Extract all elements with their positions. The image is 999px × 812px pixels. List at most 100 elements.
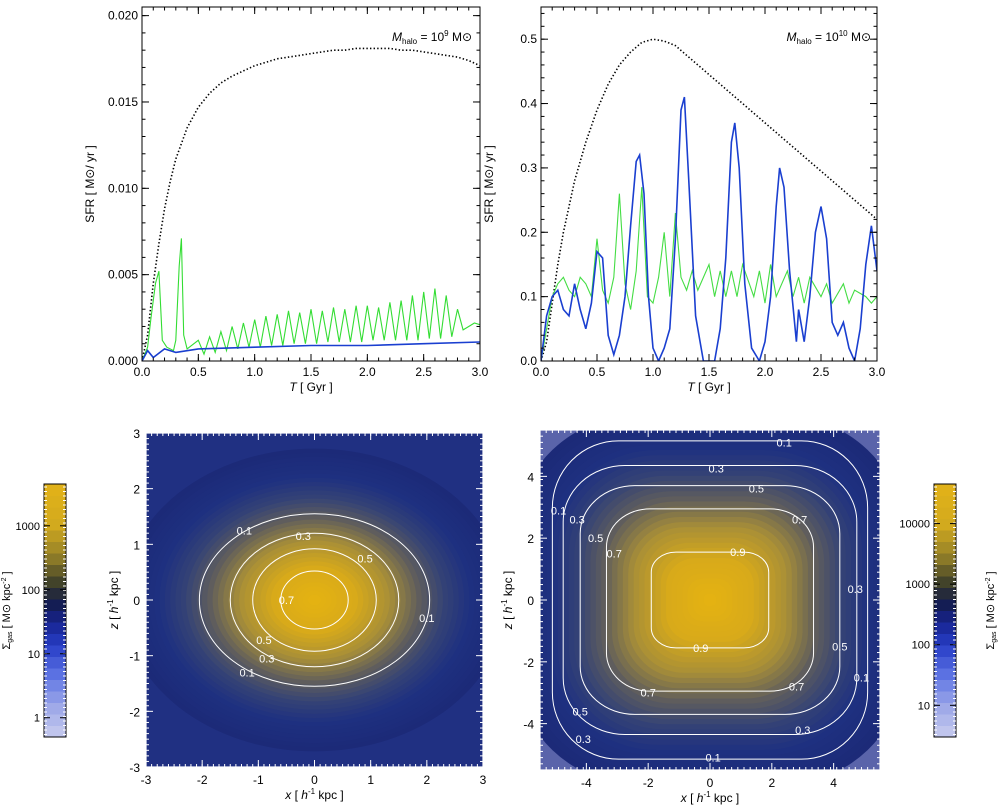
x-tick-label: 1.5 (303, 365, 320, 379)
y-tick-label: -1 (129, 650, 140, 664)
contour-label: 0.5 (832, 641, 847, 653)
colorbar-band (44, 564, 66, 577)
y-tick-label: 0.010 (108, 181, 138, 195)
contour-line-0.5 (252, 548, 377, 652)
colorbar-band (44, 633, 66, 646)
y-tick-label: 0.5 (520, 32, 537, 46)
x-tick-label: 3 (480, 773, 487, 787)
density-field: 0.1 0.1 0.1 0.3 0.3 0.5 0.5 0.7 (146, 433, 483, 767)
colorbar-band (934, 553, 956, 565)
colorbar-band (44, 645, 66, 657)
colorbar-band (934, 702, 956, 715)
mass-annotation: Mhalo = 1010 M⊙ (787, 29, 871, 46)
series-line-1 (142, 238, 480, 361)
sfr-panel-high-mass: 0.0 0.5 1.0 1.5 2.0 2.5 3.0 0.0 0.1 0.2 0.3 0.4 0.5 T… (482, 6, 886, 394)
series-line-2 (142, 341, 480, 361)
contour-label: 0.3 (795, 725, 810, 737)
x-tick-label: 1.0 (246, 365, 263, 379)
colorbar-band (44, 702, 66, 715)
contour-label: 0.3 (848, 584, 863, 596)
colorbar-band (44, 714, 66, 726)
x-tick-label: 0 (707, 776, 714, 790)
colorbar-label: Σgas [ M⊙ kpc-2 ] (1, 571, 14, 649)
x-tick-label: -4 (581, 776, 592, 790)
colorbar-band (934, 668, 956, 680)
y-tick-label: 0.020 (108, 9, 138, 23)
colorbar-band (934, 645, 956, 657)
x-tick-label: 0.0 (134, 365, 151, 379)
x-tick-label: 4 (830, 776, 837, 790)
colorbar-band (934, 530, 956, 542)
colorbar-band (934, 495, 956, 508)
gas-map-panel-high-mass: 0.10.10.10.10.30.30.30.30.30.50.50.50.50… (500, 429, 881, 805)
colorbar-band (44, 495, 66, 508)
x-axis-label: x [ h-1 kpc ] (680, 790, 740, 805)
y-tick-label: 0.2 (520, 225, 537, 239)
x-tick-label: 1.0 (645, 365, 662, 379)
x-tick-label: 2.0 (757, 365, 774, 379)
colorbar-band (934, 484, 956, 496)
x-tick-label: 0.0 (533, 365, 550, 379)
x-tick-label: 2.0 (359, 365, 376, 379)
gas-map-panel-low-mass: 0.1 0.1 0.1 0.3 0.3 0.5 0.5 0.7 -3 -2 -1 0 1 2 3 -3 -2 -1… (106, 427, 487, 802)
contour-label: 0.9 (693, 643, 708, 655)
colorbar-band (934, 725, 956, 738)
colorbar-band (934, 541, 956, 554)
contour-line-0.1 (551, 440, 869, 760)
x-tick-label: 1.5 (701, 365, 718, 379)
y-tick-label: 0 (133, 594, 140, 608)
colorbar-tick-label: 10 (918, 700, 930, 712)
colorbar-band (934, 633, 956, 646)
colorbar-tick-label: 1000 (16, 521, 40, 533)
contour-label: 0.7 (279, 595, 294, 607)
contour-line-0.3 (229, 532, 400, 668)
y-tick-label: 0 (527, 594, 534, 608)
colorbar-band (44, 484, 66, 496)
colorbar-band (44, 530, 66, 542)
y-tick-label: 1 (133, 538, 140, 552)
y-tick-label: 0.4 (520, 97, 537, 111)
y-axis-label: z [ h-1 kpc ] (500, 571, 515, 631)
mass-annotation: Mhalo = 109 M⊙ (392, 29, 472, 46)
x-axis-label: T [ Gyr ] (687, 380, 730, 394)
y-tick-label: 3 (133, 427, 140, 441)
contour-line-0.3 (562, 465, 858, 735)
series-group (142, 47, 480, 361)
contour-label: 0.3 (709, 464, 724, 476)
colorbar-band (44, 691, 66, 703)
contour-label: 0.1 (419, 613, 434, 625)
contour-line-0.7 (605, 508, 815, 692)
contour-label: 0.5 (573, 706, 588, 718)
x-tick-label: 0 (311, 773, 318, 787)
density-level (703, 594, 717, 606)
colorbar-band (934, 610, 956, 623)
series-line-0 (142, 47, 480, 361)
contour-label: 0.1 (237, 525, 252, 537)
y-tick-label: 0.015 (108, 95, 138, 109)
contour-line-0.7 (280, 570, 349, 630)
colorbar-frame (43, 483, 67, 738)
colorbar-band (44, 587, 66, 600)
colorbar-tick-label: 100 (912, 640, 930, 652)
colorbar-band (934, 576, 956, 588)
colorbar-band (44, 610, 66, 623)
contour-label: 0.7 (641, 688, 656, 700)
contour-label: 0.1 (239, 667, 254, 679)
x-tick-label: 2 (768, 776, 775, 790)
contour-label: 0.1 (854, 672, 869, 684)
colorbar-band (934, 507, 956, 519)
colorbar-band (934, 599, 956, 611)
contour-label: 0.1 (551, 505, 566, 517)
y-tick-label: 2 (527, 532, 534, 546)
contour-line-0.9 (650, 551, 770, 649)
colorbar-band (934, 679, 956, 692)
density-field: 0.10.10.10.10.30.30.30.30.30.50.50.50.50… (540, 430, 880, 770)
y-tick-label: -4 (523, 718, 534, 732)
colorbar-band (44, 507, 66, 519)
colorbar-band (44, 622, 66, 634)
x-tick-label: 2 (423, 773, 430, 787)
x-tick-label: 2.5 (415, 365, 432, 379)
y-tick-label: -2 (523, 656, 534, 670)
colorbar-band (44, 576, 66, 588)
colorbar-band (934, 656, 956, 669)
